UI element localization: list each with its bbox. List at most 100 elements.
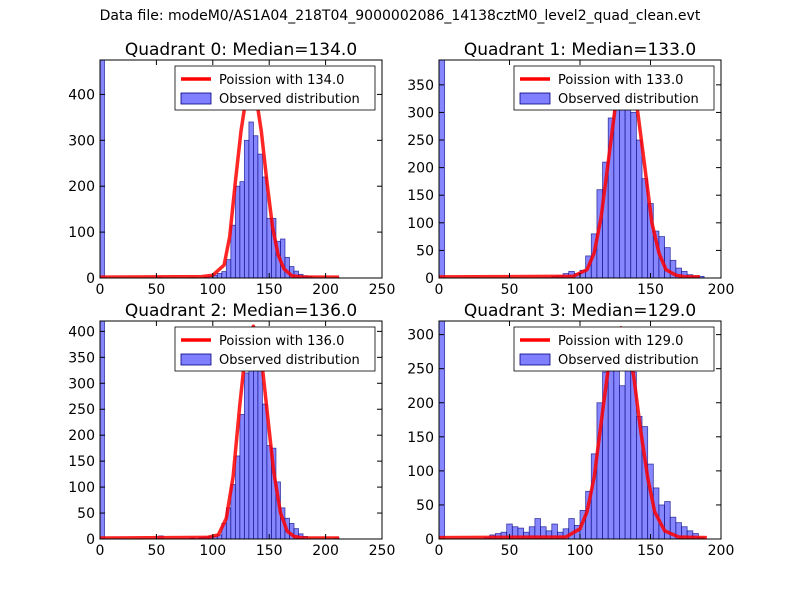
figure-title: Data file: modeM0/AS1A04_218T04_90000020… (99, 8, 701, 24)
legend: Poission with 133.0 Observed distribution (513, 65, 715, 111)
plot-area (439, 321, 707, 539)
histogram-bar (636, 139, 643, 278)
legend-hist-swatch (519, 92, 551, 105)
histogram-bar (262, 403, 268, 539)
legend-line-label: Poission with 129.0 (558, 334, 683, 349)
legend: Poission with 136.0 Observed distribution (174, 326, 376, 372)
x-tick-label: 150 (256, 543, 283, 559)
histogram-bar (630, 112, 637, 278)
histogram-bar (243, 139, 250, 278)
y-tick-label: 350 (407, 78, 434, 94)
chart-title: Quadrant 1: Median=133.0 (464, 40, 696, 60)
histogram-bar (266, 217, 272, 278)
y-tick-label: 50 (416, 498, 434, 514)
x-tick-label: 0 (96, 543, 105, 559)
histogram-bar (262, 176, 268, 278)
y-tick-label: 350 (68, 350, 95, 366)
y-tick-label: 50 (416, 243, 434, 259)
quadrant-3-chart: Quadrant 3: Median=129.0 0 50 100 150 200 0 50 1… (407, 301, 734, 559)
legend-hist-label: Observed distribution (558, 92, 699, 107)
quadrant-1-chart: Quadrant 1: Median=133.0 0 50 100 150 200 0 50 1… (407, 40, 734, 298)
y-tick-label: 0 (425, 532, 434, 548)
histogram-bar (257, 367, 263, 539)
legend-hist-label: Observed distribution (219, 353, 360, 368)
x-tick-label: 50 (147, 543, 165, 559)
chart-title: Quadrant 3: Median=129.0 (464, 301, 696, 321)
y-tick-label: 0 (425, 271, 434, 287)
axes-frame (99, 59, 383, 279)
histogram-bar (225, 259, 232, 278)
chart-title: Quadrant 0: Median=134.0 (125, 40, 357, 60)
x-tick-label: 100 (199, 282, 226, 298)
histogram-bar (257, 153, 263, 278)
histogram-bar (624, 89, 632, 278)
x-tick-label: 150 (637, 543, 664, 559)
y-tick-label: 150 (407, 430, 434, 446)
legend: Poission with 134.0 Observed distribution (174, 65, 376, 111)
y-tick-label: 200 (407, 161, 434, 177)
y-tick-label: 100 (68, 480, 95, 496)
x-tick-label: 0 (96, 282, 105, 298)
y-tick-label: 250 (68, 402, 95, 418)
y-tick-label: 250 (407, 362, 434, 378)
legend-line-label: Poission with 133.0 (558, 73, 683, 88)
y-tick-label: 50 (77, 506, 95, 522)
y-tick-label: 250 (407, 133, 434, 149)
x-tick-label: 250 (369, 543, 396, 559)
y-tick-label: 0 (86, 271, 95, 287)
y-tick-label: 100 (407, 464, 434, 480)
x-tick-label: 250 (369, 282, 396, 298)
histogram-bar (253, 356, 259, 539)
x-tick-label: 100 (567, 282, 594, 298)
histogram-bar (221, 271, 227, 278)
legend-hist-swatch (519, 353, 551, 366)
histogram-bar (439, 321, 446, 539)
y-tick-label: 200 (68, 179, 95, 195)
histogram-bar (439, 60, 446, 278)
x-tick-label: 50 (501, 282, 519, 298)
quadrant-2-chart: Quadrant 2: Median=136.0 0 50 100 150 200 250 0… (68, 301, 395, 559)
histogram-bar (551, 523, 558, 539)
x-tick-label: 150 (637, 282, 664, 298)
histogram-bar (234, 185, 241, 278)
legend-hist-swatch (180, 92, 212, 105)
y-tick-label: 100 (407, 216, 434, 232)
y-tick-label: 300 (68, 376, 95, 392)
histogram-bar (100, 321, 105, 539)
legend-line-label: Poission with 136.0 (219, 334, 344, 349)
quadrant-0-chart: Quadrant 0: Median=134.0 0 50 100 150 200 250 0… (68, 40, 395, 298)
y-tick-label: 400 (68, 87, 95, 103)
x-tick-label: 50 (501, 543, 519, 559)
x-tick-label: 100 (567, 543, 594, 559)
legend-hist-swatch (180, 353, 212, 366)
x-tick-label: 0 (435, 282, 444, 298)
histogram-bar (234, 455, 241, 539)
histogram-bar (243, 372, 250, 539)
y-tick-label: 300 (407, 328, 434, 344)
legend-hist-label: Observed distribution (558, 353, 699, 368)
y-tick-label: 150 (68, 454, 95, 470)
axes-frame (99, 320, 383, 540)
histogram-bar (253, 135, 259, 278)
histogram-bar (216, 273, 223, 278)
poisson-curve (100, 85, 340, 278)
x-tick-label: 200 (708, 543, 735, 559)
x-tick-label: 0 (435, 543, 444, 559)
legend-line-label: Poission with 134.0 (219, 73, 344, 88)
y-tick-label: 150 (407, 188, 434, 204)
y-tick-label: 300 (407, 105, 434, 121)
histogram-bar (100, 60, 105, 278)
plot-area (100, 60, 340, 278)
x-tick-label: 200 (708, 282, 735, 298)
legend: Poission with 129.0 Observed distribution (513, 326, 715, 372)
histogram-bar (624, 368, 632, 539)
histogram-bar (239, 181, 245, 278)
histogram-bar (248, 121, 254, 278)
chart-title: Quadrant 2: Median=136.0 (125, 301, 357, 321)
y-tick-label: 0 (86, 532, 95, 548)
legend-hist-label: Observed distribution (219, 92, 360, 107)
histogram-bar (619, 385, 626, 539)
y-tick-label: 200 (68, 428, 95, 444)
x-tick-label: 50 (147, 282, 165, 298)
